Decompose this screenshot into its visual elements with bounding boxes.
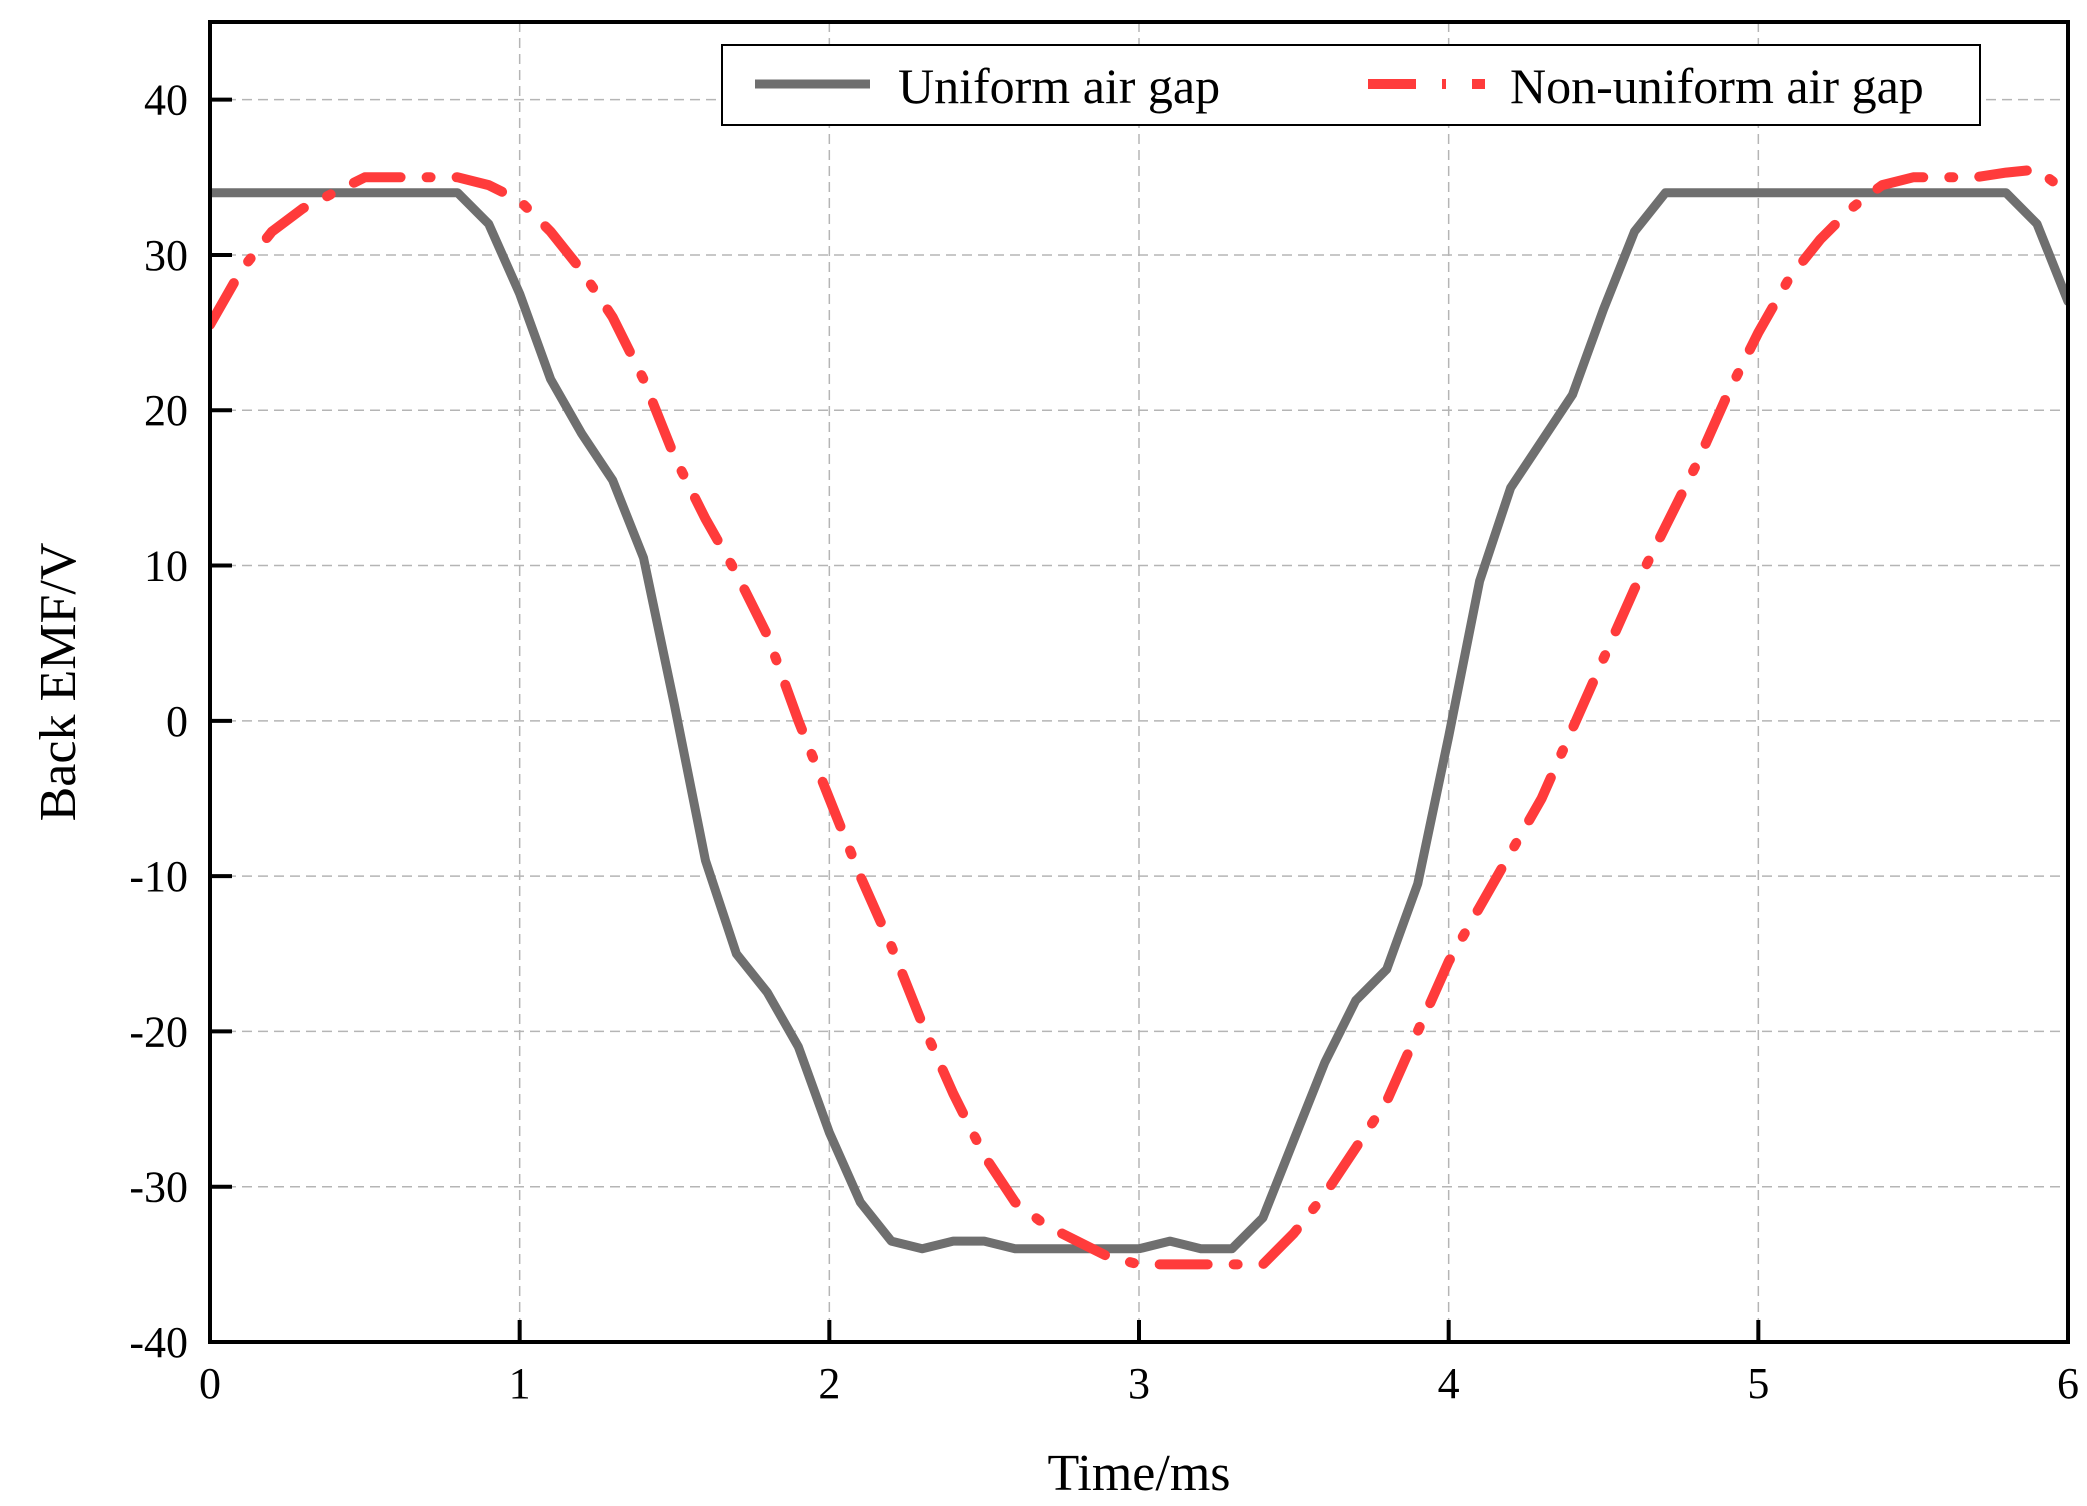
x-tick-label: 2 (818, 1359, 840, 1408)
legend: Uniform air gap Non-uniform air gap (721, 44, 1981, 126)
y-tick-label: 20 (144, 386, 188, 435)
y-tick-label: -40 (129, 1318, 188, 1367)
x-tick-label: 0 (199, 1359, 221, 1408)
x-axis-title: Time/ms (1047, 1445, 1230, 1502)
series-non-uniform-air-gap (210, 164, 2068, 1270)
legend-label-uniform: Uniform air gap (898, 58, 1220, 114)
y-tick-label: -20 (129, 1007, 188, 1056)
series-uniform-air-gap (210, 188, 2068, 1254)
x-tick-label: 5 (1747, 1359, 1769, 1408)
legend-box (721, 44, 1981, 126)
y-tick-label: 10 (144, 542, 188, 591)
legend-label-non-uniform: Non-uniform air gap (1510, 58, 1924, 114)
axis-ticks (208, 97, 2070, 1344)
y-tick-label: -10 (129, 852, 188, 901)
series-layer (210, 164, 2068, 1270)
x-tick-label: 6 (2057, 1359, 2079, 1408)
y-tick-label: 30 (144, 231, 188, 280)
x-tick-label: 3 (1128, 1359, 1150, 1408)
y-tick-label: 0 (166, 697, 188, 746)
x-tick-label: 4 (1438, 1359, 1460, 1408)
y-axis-title: Back EMF/V (30, 543, 87, 822)
grid-lines (210, 22, 2068, 1342)
tick-labels: 0 1 2 3 4 5 6 -40 -30 -20 -10 0 10 20 30 40 (129, 76, 2079, 1408)
x-tick-label: 1 (509, 1359, 531, 1408)
y-tick-label: 40 (144, 76, 188, 125)
y-tick-label: -30 (129, 1163, 188, 1212)
